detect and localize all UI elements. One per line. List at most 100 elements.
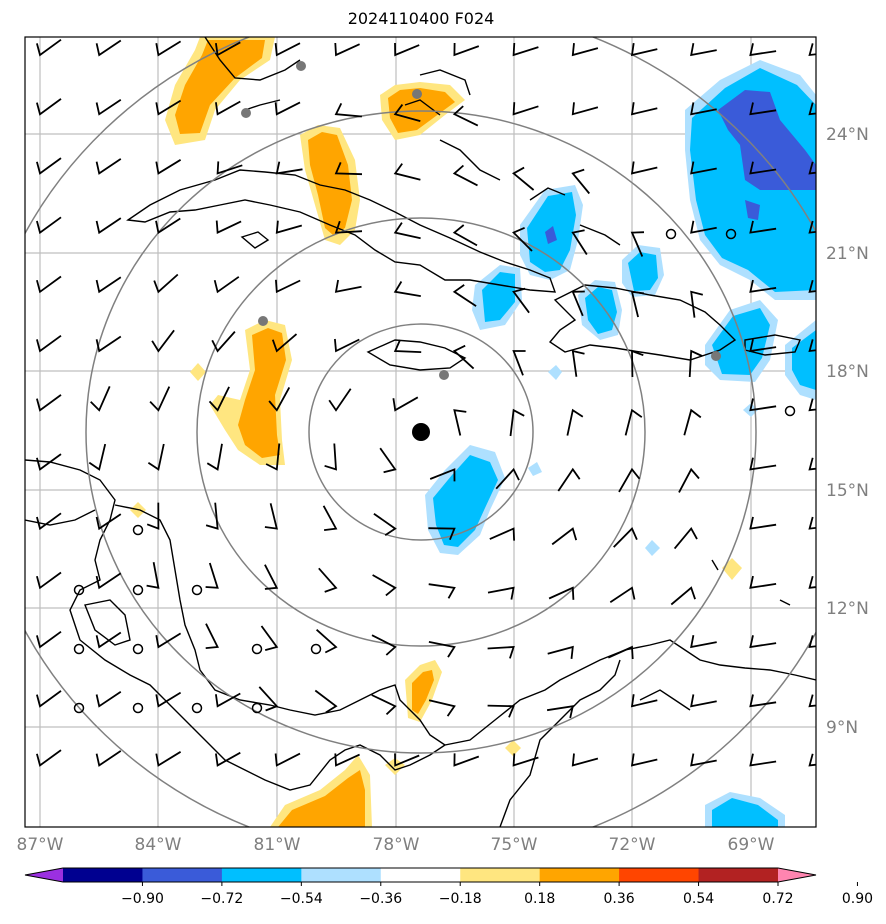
wind-barb — [808, 575, 816, 589]
colorbar-segment — [460, 868, 541, 882]
wind-barb — [216, 161, 243, 175]
wind-barb — [613, 527, 638, 548]
wind-barb — [749, 398, 777, 412]
wind-barb — [379, 447, 397, 474]
wind-barb — [749, 161, 777, 175]
wind-barb — [95, 631, 122, 649]
wind-barb — [274, 101, 301, 116]
wind-barb — [334, 220, 363, 234]
wind-barb — [271, 333, 298, 353]
wind-barb — [334, 338, 360, 353]
wind-barb — [489, 527, 515, 541]
wind-barb — [749, 102, 777, 116]
lat-label: 21°N — [826, 244, 869, 264]
colorbar-tick-label: −0.18 — [439, 891, 482, 907]
colorbar-tick-label: 0.54 — [683, 891, 714, 907]
wind-barb — [394, 753, 420, 767]
wind-barb — [153, 273, 179, 294]
lon-label: 75°W — [491, 835, 538, 855]
wind-barb — [630, 42, 658, 57]
colorbar-tick-label: 0.72 — [762, 891, 793, 907]
wind-barb — [372, 574, 397, 597]
wind-barb — [749, 457, 777, 471]
wind-barbs — [36, 38, 816, 767]
wind-barb — [393, 339, 422, 353]
wind-barb — [487, 646, 515, 659]
wind-barb — [149, 386, 171, 412]
wind-barb — [318, 567, 338, 593]
wind-barb — [393, 281, 421, 297]
wind-barb — [155, 217, 181, 235]
wind-barb — [566, 408, 584, 436]
wind-barb — [275, 279, 301, 294]
range-rings — [25, 37, 816, 827]
wind-barb — [551, 527, 578, 546]
wind-barb — [36, 157, 62, 175]
wind-barb — [155, 632, 182, 649]
colorbar-segment — [221, 868, 302, 882]
wind-barb — [334, 42, 360, 57]
wind-barb — [95, 98, 122, 116]
wind-barb — [618, 467, 641, 493]
colorbar-segment — [619, 868, 700, 882]
wind-barb — [495, 467, 520, 490]
wind-barb — [36, 216, 62, 235]
wind-barb — [808, 161, 816, 175]
wind-barb — [36, 38, 62, 57]
wind-barb — [690, 290, 704, 318]
colorbar: −0.90 −0.72 −0.54 −0.36 −0.18 0.18 0.36 0.54 0.7… — [24, 867, 873, 907]
wind-barb — [324, 443, 337, 471]
wind-barb — [90, 386, 111, 412]
colorbar-tick-label: −0.36 — [359, 891, 402, 907]
wind-barb — [452, 224, 478, 247]
wind-barb — [548, 586, 575, 600]
colorbar-extend-min — [25, 868, 63, 882]
storm-center-marker — [412, 423, 430, 441]
wind-barb — [571, 168, 590, 195]
wind-barb — [678, 467, 700, 493]
wind-barb — [393, 222, 421, 240]
lat-label: 24°N — [826, 125, 869, 145]
wind-barb — [36, 571, 62, 590]
wind-barb — [215, 751, 241, 767]
wind-barb — [328, 388, 352, 412]
wind-barb — [512, 350, 526, 376]
wind-barb — [334, 279, 362, 293]
wind-barb — [487, 704, 515, 718]
wind-barb — [428, 583, 456, 599]
wind-barb — [146, 502, 160, 530]
colorbar-extend-max — [778, 868, 816, 882]
wind-barb — [274, 42, 301, 57]
wind-barb — [749, 43, 777, 57]
wind-barb — [452, 164, 478, 187]
wind-barb — [808, 279, 816, 293]
wind-barb — [268, 386, 291, 412]
wind-barb — [428, 641, 456, 658]
wind-barb — [630, 290, 645, 318]
wind-barb — [571, 753, 599, 767]
wind-barb — [808, 694, 816, 708]
wind-barb — [274, 752, 301, 767]
wind-barb — [571, 349, 585, 377]
wind-barb — [334, 103, 362, 118]
wind-barb — [453, 409, 467, 436]
colorbar-segment — [142, 868, 223, 882]
lon-label: 81°W — [254, 835, 301, 855]
wind-barb — [36, 394, 62, 412]
wind-barb — [607, 645, 634, 660]
wind-barb — [749, 753, 777, 767]
wind-barb — [322, 505, 338, 531]
wind-barb — [88, 443, 107, 471]
wind-barb — [749, 575, 777, 589]
wind-barb — [808, 635, 816, 649]
wind-barb — [512, 166, 535, 191]
wind-barb — [393, 104, 421, 122]
wind-barb — [95, 158, 122, 175]
wind-barb — [275, 161, 303, 175]
wind-barb — [211, 331, 236, 353]
wind-barb — [265, 443, 281, 471]
wind-barb — [688, 349, 703, 378]
wind-barb — [630, 102, 658, 116]
colorbar-segment — [539, 868, 620, 882]
